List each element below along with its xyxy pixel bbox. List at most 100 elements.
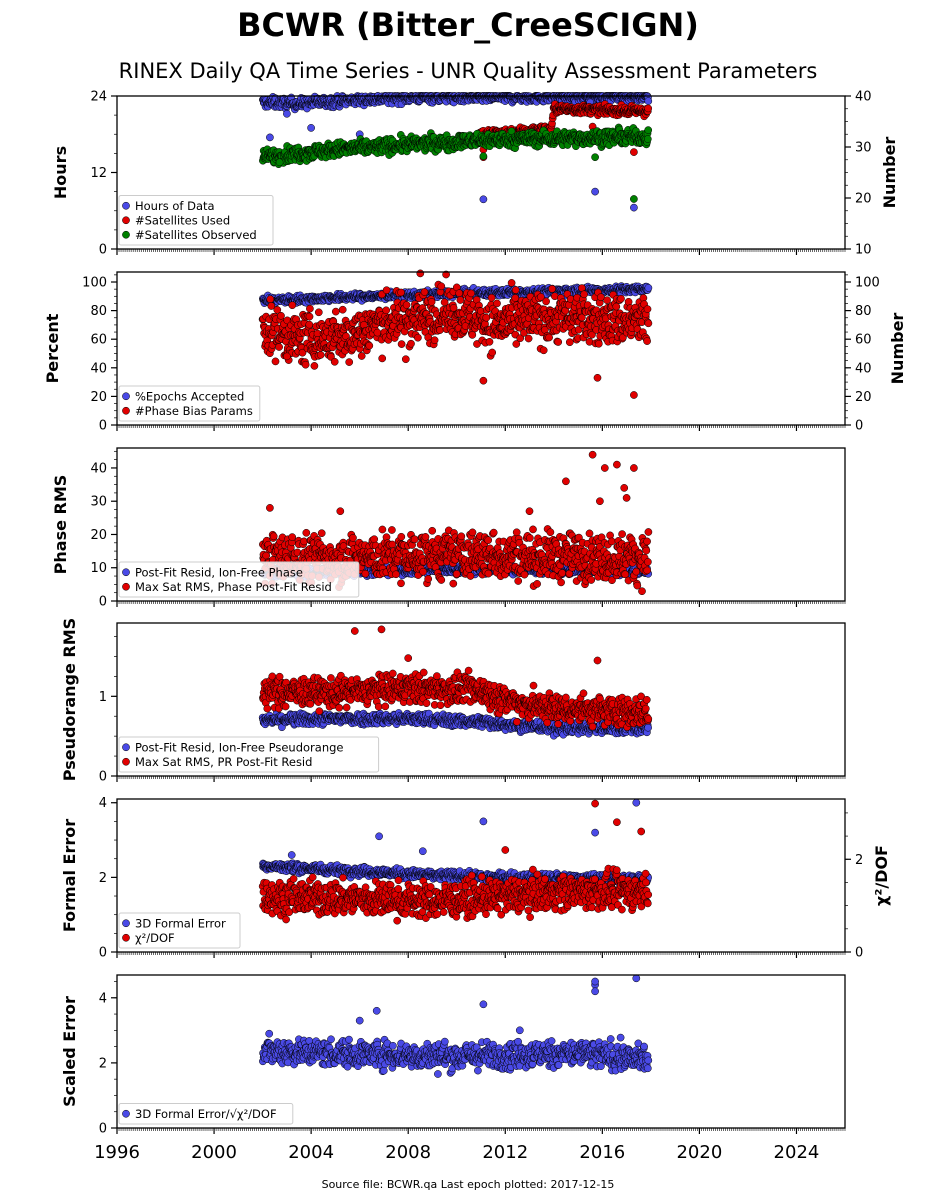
data-point xyxy=(612,302,621,311)
data-point xyxy=(414,333,422,342)
data-point xyxy=(288,301,297,310)
y-axis-label: Percent xyxy=(43,313,62,383)
data-point xyxy=(565,338,574,347)
legend-label: #Satellites Observed xyxy=(135,228,257,242)
data-point xyxy=(548,285,556,293)
legend-marker xyxy=(122,406,130,415)
data-point xyxy=(301,360,310,369)
data-point xyxy=(306,304,314,313)
y-tick-label: 100 xyxy=(82,276,107,291)
outlier-point xyxy=(416,269,425,278)
legend-marker xyxy=(122,230,130,239)
y-axis-label: Hours xyxy=(51,146,70,199)
data-point xyxy=(436,326,444,334)
data-point xyxy=(467,289,475,298)
legend-marker xyxy=(122,392,130,401)
data-point xyxy=(266,295,275,304)
outlier-point xyxy=(283,352,291,361)
y-tick-label: 40 xyxy=(90,361,107,376)
y-tick-label: 80 xyxy=(90,304,107,319)
y-ticks-right: 0 20 40 60 80 100 xyxy=(845,274,880,434)
data-point xyxy=(316,351,325,359)
y-axis-right-label: Number xyxy=(888,313,907,385)
y-ticks-right: 10 20 30 40 xyxy=(845,90,872,258)
legend-label: #Phase Bias Params xyxy=(135,404,253,418)
scatter-points xyxy=(259,92,653,212)
outlier-point xyxy=(266,133,274,142)
y-axis-right-label: Number xyxy=(880,137,899,209)
x-ticks xyxy=(116,249,846,255)
outlier-point xyxy=(307,124,315,132)
data-point xyxy=(365,341,374,350)
data-point xyxy=(487,293,496,302)
outlier-point xyxy=(630,391,638,399)
data-point xyxy=(402,301,411,309)
y-ticks-left: 0 20 40 60 80 100 xyxy=(82,274,117,434)
data-point xyxy=(310,362,319,370)
y-tick-label: 60 xyxy=(90,333,107,348)
legend: %Epochs Accepted#Phase Bias Params xyxy=(118,385,261,422)
data-point xyxy=(554,338,563,346)
data-point xyxy=(427,298,436,306)
outlier-point xyxy=(479,376,488,385)
y-right-tick-label: 40 xyxy=(855,90,872,105)
data-point xyxy=(493,299,501,308)
y-right-tick-label: 100 xyxy=(855,276,880,291)
data-point xyxy=(617,294,625,303)
outlier-point xyxy=(591,153,599,162)
y-tick-label: 20 xyxy=(90,390,107,405)
data-point xyxy=(539,346,548,355)
y-tick-label: 0 xyxy=(99,243,107,258)
data-point xyxy=(314,308,323,317)
outlier-point xyxy=(283,109,291,118)
outlier-point xyxy=(479,195,488,204)
legend-label: #Satellites Used xyxy=(135,213,230,227)
outlier-point xyxy=(630,148,638,156)
x-ticks xyxy=(116,425,846,431)
data-point xyxy=(580,290,588,299)
outlier-point xyxy=(401,355,410,364)
data-point xyxy=(305,312,314,321)
data-point xyxy=(594,339,603,348)
data-point xyxy=(488,348,497,357)
y-right-tick-label: 40 xyxy=(855,361,872,376)
data-point xyxy=(430,336,439,345)
y-tick-label: 24 xyxy=(90,90,107,105)
panel-2: 0 20 40 60 80 100 0 20 40 60 80 100 Number Percent %Ep… xyxy=(43,269,907,434)
data-point xyxy=(644,126,653,134)
data-point xyxy=(345,358,354,366)
legend-label: Hours of Data xyxy=(135,199,215,213)
legend: Hours of Data#Satellites Used#Satellites… xyxy=(118,195,274,246)
y-right-tick-label: 80 xyxy=(855,304,872,319)
data-point xyxy=(397,288,405,297)
data-point xyxy=(378,354,387,363)
data-point xyxy=(644,319,653,328)
data-point xyxy=(305,320,314,329)
data-point xyxy=(643,337,651,345)
data-point xyxy=(271,357,280,366)
data-point xyxy=(644,97,653,105)
y-right-tick-label: 20 xyxy=(855,192,872,207)
data-point xyxy=(455,289,464,298)
chart-subtitle: RINEX Daily QA Time Series - UNR Quality… xyxy=(119,59,818,83)
y-right-tick-label: 10 xyxy=(855,243,872,258)
data-point xyxy=(275,343,283,351)
legend-marker xyxy=(122,201,130,210)
outlier-point xyxy=(591,187,599,196)
data-point xyxy=(357,352,366,360)
data-point xyxy=(482,313,491,322)
data-point xyxy=(382,286,391,295)
outlier-point xyxy=(630,195,638,203)
data-point xyxy=(456,296,465,304)
y-right-tick-label: 60 xyxy=(855,333,872,348)
data-point xyxy=(330,357,339,366)
outlier-point xyxy=(593,373,602,382)
data-point xyxy=(373,328,382,337)
data-point xyxy=(644,284,653,292)
outlier-point xyxy=(479,152,488,161)
outlier-point xyxy=(630,203,638,212)
data-point xyxy=(643,305,652,313)
data-point xyxy=(420,288,429,296)
scatter-points xyxy=(258,269,653,399)
